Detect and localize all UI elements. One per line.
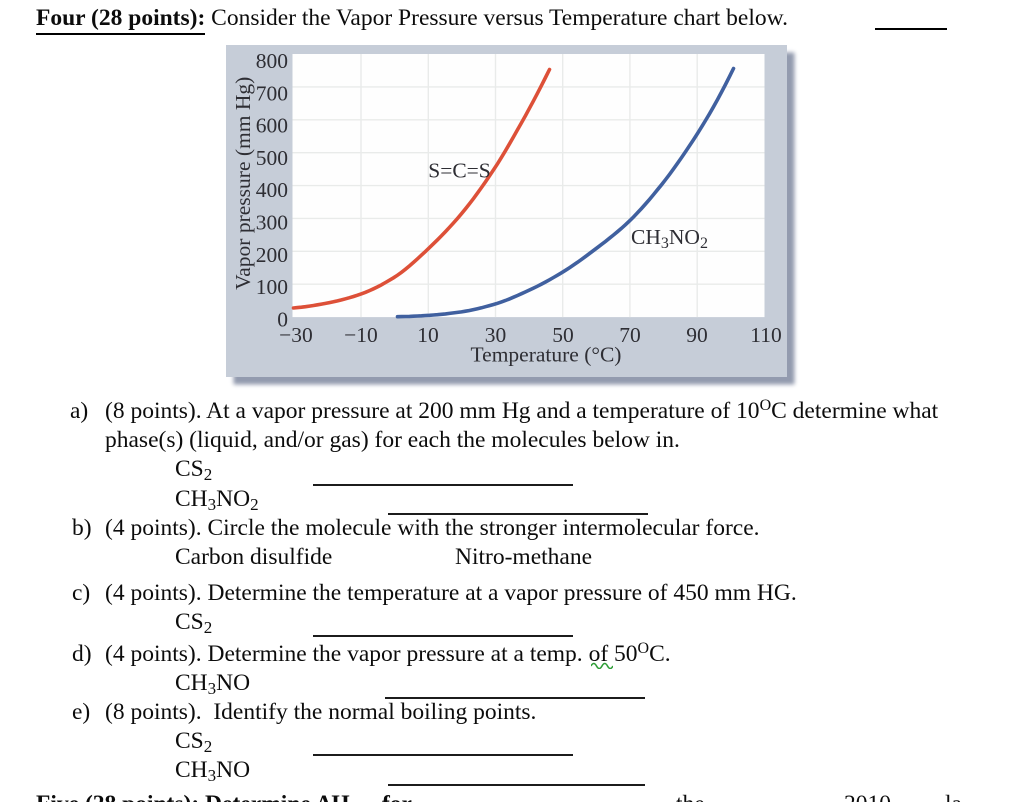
svg-text:50: 50 bbox=[552, 323, 574, 347]
svg-text:300: 300 bbox=[255, 210, 287, 234]
svg-text:500: 500 bbox=[255, 145, 287, 169]
svg-text:70: 70 bbox=[619, 323, 641, 347]
svg-text:−10: −10 bbox=[344, 323, 378, 347]
svg-text:0: 0 bbox=[277, 307, 288, 331]
svg-text:110: 110 bbox=[750, 323, 781, 347]
svg-text:100: 100 bbox=[255, 275, 287, 299]
svg-text:CH3NO2: CH3NO2 bbox=[631, 225, 708, 252]
svg-text:−30: −30 bbox=[279, 323, 313, 347]
svg-text:S=C=S: S=C=S bbox=[428, 158, 491, 182]
svg-text:30: 30 bbox=[484, 323, 506, 347]
svg-text:600: 600 bbox=[255, 113, 287, 137]
svg-text:400: 400 bbox=[255, 178, 287, 202]
svg-text:10: 10 bbox=[417, 323, 439, 347]
svg-text:800: 800 bbox=[255, 49, 287, 73]
svg-text:Vapor pressure (mm Hg): Vapor pressure (mm Hg) bbox=[231, 76, 255, 289]
svg-text:Temperature (°C): Temperature (°C) bbox=[470, 342, 621, 366]
svg-text:200: 200 bbox=[255, 242, 287, 266]
svg-text:700: 700 bbox=[255, 81, 287, 105]
svg-text:90: 90 bbox=[686, 323, 708, 347]
